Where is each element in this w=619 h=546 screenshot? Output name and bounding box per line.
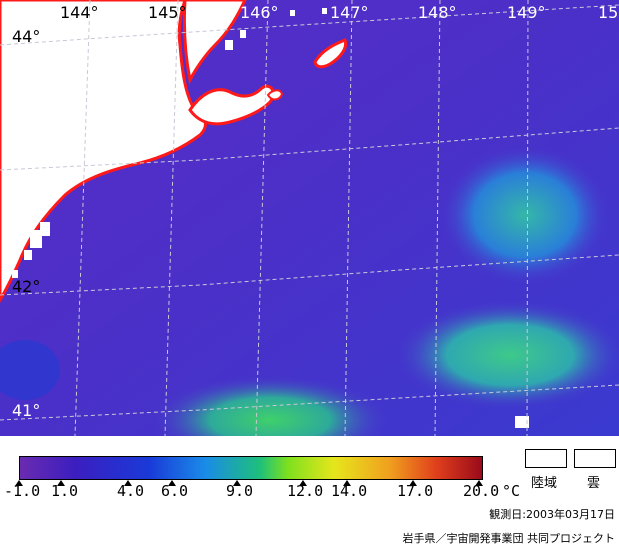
legend-panel: -1.0 1.0 4.0 6.0 9.0 12.0 14.0 17.0 20.0… [0,436,619,546]
lat-label-41: 41° [12,401,40,420]
lon-label-147: 147° [330,3,369,22]
colorbar-tick [343,480,351,486]
small-island [266,89,284,101]
cloud-swatch-label: 雲 [587,476,601,491]
colorbar-tick-label: 1.0 [51,482,79,500]
latitude-labels: 44° 43° 42° 41° [12,27,40,420]
lon-label-150: 15 [598,3,618,22]
lon-label-149: 149° [507,3,546,22]
lon-label-144: 144° [60,3,99,22]
colorbar-tick [168,480,176,486]
shiretoko-land [182,0,247,85]
eddy-southwest [0,340,60,400]
lat-label-43: 43° [12,152,40,171]
sst-map-canvas: 144° 145° 146° 147° 148° 149° 15 44° 43°… [0,0,619,436]
colorbar-tick-label: 9.0 [226,482,254,500]
warm-eddy-east [440,145,610,285]
colorbar-tick-label: 20.0 [463,482,500,500]
colorbar-tick-label: 12.0 [287,482,324,500]
colorbar-tick-label: 4.0 [117,482,145,500]
kunashiri-island [313,38,348,69]
lon-label-145: 145° [148,3,187,22]
colorbar-tick [475,480,483,486]
colorbar-tick-label: 17.0 [397,482,434,500]
sst-map: 144° 145° 146° 147° 148° 149° 15 44° 43°… [0,0,619,436]
longitude-labels: 144° 145° 146° 147° 148° 149° 15 [60,3,618,22]
nemuro-peninsula [188,84,275,126]
hokkaido-land [0,0,207,303]
warm-water-south [150,375,390,436]
colorbar-tick [299,480,307,486]
colorbar-tick-label: -1.0 [4,482,41,500]
observation-date: 観測日:2003年03月17日 [489,508,615,521]
colorbar-tick [124,480,132,486]
cloud-patches [12,8,529,428]
colorbar-tick [15,480,23,486]
lat-label-42: 42° [12,277,40,296]
credit-line: 岩手県／宇宙開発事業団 共同プロジェクト [402,532,616,545]
warm-eddy-southeast [395,300,619,410]
land-swatch-label: 陸域 [531,476,558,491]
colorbar-unit: °C [502,482,521,500]
land-swatch [525,449,567,468]
lat-label-44: 44° [12,27,40,46]
graticule [0,0,619,436]
cloud-swatch [574,449,616,468]
colorbar-tick [57,480,65,486]
lon-label-148: 148° [418,3,457,22]
lon-label-146: 146° [240,3,279,22]
temperature-colorbar [19,456,483,480]
colorbar-tick [409,480,417,486]
colorbar-tick-label: 6.0 [161,482,189,500]
colorbar-tick-label: 14.0 [331,482,368,500]
colorbar-tick [233,480,241,486]
